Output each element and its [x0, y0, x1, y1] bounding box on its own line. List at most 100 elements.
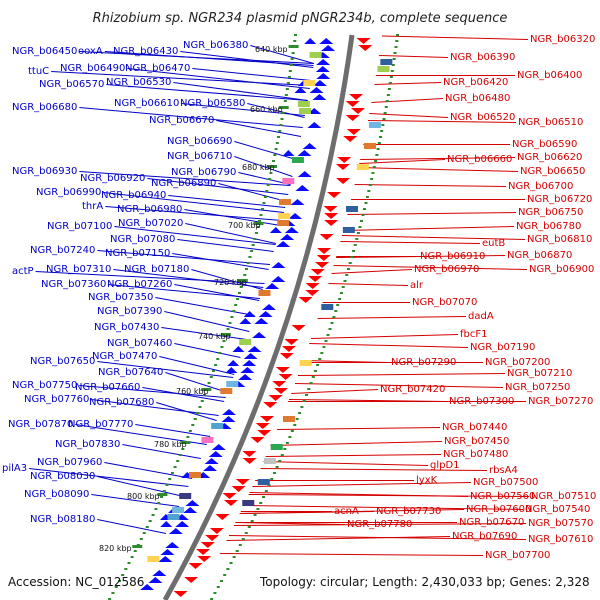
- forward-gene-arrow: [316, 73, 331, 79]
- gene-label: NGR_b07360: [41, 279, 106, 290]
- gene-label: NGR_b07250: [505, 382, 570, 393]
- label-connector: [218, 183, 287, 202]
- gene-label: NGR_b06520: [450, 112, 515, 123]
- label-connector: [103, 192, 284, 213]
- gene-label: acnA: [334, 506, 359, 517]
- tick-dot: [338, 298, 342, 300]
- tick-dot: [196, 412, 200, 414]
- tick-dot: [160, 496, 164, 498]
- gene-label: NGR_b07200: [485, 357, 550, 368]
- tick-dot: [274, 148, 278, 150]
- tick-dot: [293, 40, 297, 42]
- reverse-gene-arrow: [350, 108, 365, 114]
- tick-dot: [130, 556, 134, 558]
- tick-dot: [239, 286, 243, 288]
- gene-label: NGR_b07310: [46, 264, 111, 275]
- gene-label: NGR_b07420: [380, 384, 445, 395]
- tick-dot: [219, 580, 223, 582]
- reverse-gene-arrow: [305, 290, 320, 296]
- forward-gene-arrow: [321, 45, 336, 51]
- tick-dot: [238, 544, 242, 546]
- gene-label: NGR_b06420: [443, 77, 508, 88]
- tick-dot: [244, 532, 248, 534]
- annotation-block: [226, 381, 239, 387]
- tick-dot: [162, 490, 166, 492]
- tick-dot: [352, 250, 356, 252]
- tick-dot: [191, 424, 195, 426]
- reverse-gene-arrow: [215, 514, 230, 520]
- tick-dot: [259, 502, 263, 504]
- reverse-gene-arrow: [222, 493, 237, 499]
- tick-dot: [228, 322, 232, 324]
- label-connector: [369, 113, 449, 118]
- tick-dot: [114, 586, 118, 588]
- tick-dot: [305, 394, 309, 396]
- kbp-label: 800 kbp: [127, 492, 160, 501]
- label-connector: [97, 519, 167, 534]
- gene-label: NGR_b07830: [55, 439, 120, 450]
- tick-dot: [263, 196, 267, 198]
- label-connector: [174, 284, 260, 301]
- annotation-block: [278, 199, 291, 205]
- tick-dot: [313, 370, 317, 372]
- label-connector: [226, 536, 451, 541]
- label-connector: [192, 68, 312, 81]
- label-connector: [106, 84, 308, 101]
- forward-gene-arrow: [307, 122, 322, 128]
- label-connector: [147, 178, 289, 195]
- tick-dot: [396, 34, 399, 36]
- tick-dot: [127, 562, 131, 564]
- gene-label: NGR_b06380: [183, 40, 248, 51]
- gene-label: NGR_b07460: [107, 338, 172, 349]
- reverse-gene-arrow: [197, 556, 212, 562]
- label-connector: [328, 283, 409, 286]
- forward-gene-arrow: [165, 542, 180, 548]
- gene-label: NGR_b06450: [12, 46, 77, 57]
- reverse-gene-arrow: [209, 528, 224, 534]
- gene-label: NGR_b07730: [376, 506, 441, 517]
- label-connector: [252, 482, 472, 487]
- forward-gene-arrow: [265, 283, 280, 289]
- gene-label: NGR_b07500: [473, 477, 538, 488]
- gene-label: NGR_b07100: [47, 221, 112, 232]
- reverse-gene-arrow: [231, 486, 246, 492]
- gene-features: [140, 38, 393, 597]
- reverse-gene-arrow: [305, 283, 320, 289]
- annotation-block: [303, 80, 316, 86]
- forward-gene-arrow: [239, 318, 252, 324]
- forward-gene-arrow: [284, 227, 299, 233]
- forward-gene-arrow: [254, 318, 269, 324]
- label-connector: [310, 334, 459, 339]
- kbp-tick: [288, 45, 299, 48]
- tick-dot: [336, 304, 340, 306]
- tick-dot: [210, 598, 214, 600]
- gene-label: NGR_b06930: [12, 166, 77, 177]
- label-connector: [317, 316, 467, 319]
- tick-dot: [188, 430, 192, 432]
- tick-dot: [290, 430, 294, 432]
- tick-dot: [254, 232, 258, 234]
- tick-dot: [367, 190, 371, 192]
- gene-label: NGR_b07150: [105, 248, 170, 259]
- tick-dot: [186, 436, 190, 438]
- tick-dot: [353, 244, 357, 246]
- kbp-tick: [278, 106, 289, 109]
- tick-dot: [170, 472, 174, 474]
- gene-label: NGR_b06400: [517, 70, 582, 81]
- gene-label: NGR_b07270: [528, 396, 593, 407]
- tick-dot: [230, 316, 234, 318]
- reverse-gene-arrow: [316, 255, 331, 261]
- label-connector: [97, 361, 234, 378]
- tick-dot: [277, 136, 281, 138]
- tick-dot: [294, 34, 297, 36]
- kbp-label: 640 kbp: [255, 45, 288, 54]
- forward-gene-arrow: [276, 241, 291, 247]
- reverse-gene-arrow: [272, 381, 287, 387]
- tick-dot: [285, 88, 289, 90]
- tick-dot: [207, 382, 211, 384]
- tick-dot: [285, 442, 289, 444]
- label-connector: [238, 172, 291, 185]
- label-connector: [191, 269, 263, 290]
- tick-dot: [154, 508, 158, 510]
